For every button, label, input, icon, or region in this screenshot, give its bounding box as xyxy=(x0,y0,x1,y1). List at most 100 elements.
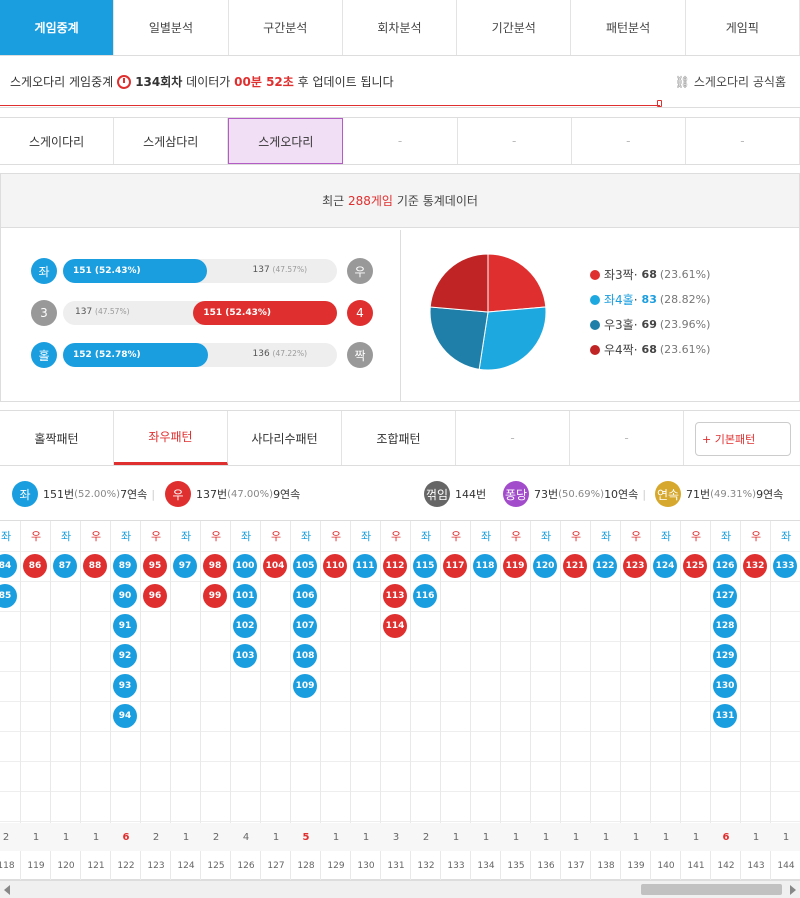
scroll-left-icon[interactable] xyxy=(4,885,10,895)
summary-pong: 퐁당 73번 (50.69%) 10연속 | xyxy=(503,481,650,507)
ratio-track: 152 (52.78%) 136 (47.22%) xyxy=(63,343,337,367)
column-round: 130 xyxy=(357,861,375,871)
nav-tab-2[interactable]: 구간분석 xyxy=(228,0,343,55)
column-round: 134 xyxy=(477,861,495,871)
streak-count: 1 xyxy=(771,823,800,851)
summary-pong-streak: 10연속 xyxy=(604,488,639,501)
scroll-right-icon[interactable] xyxy=(790,885,796,895)
progress-line xyxy=(0,105,660,106)
pattern-tab-2[interactable]: 사다리수패턴 xyxy=(228,411,342,465)
streak-count: 2 xyxy=(201,823,231,851)
nav-tab-0[interactable]: 게임중계 xyxy=(0,0,115,55)
legend-pct: (23.61%) xyxy=(659,343,711,356)
pattern-tab-1[interactable]: 좌우패턴 xyxy=(114,411,228,465)
notice-time: 00분 52초 xyxy=(234,75,294,89)
legend-value: 83 xyxy=(641,293,657,306)
round-ball: 109 xyxy=(293,674,317,698)
stats-heading: 최근 288게임 기준 통계데이터 xyxy=(1,174,799,228)
pattern-column: 우 125 1 141 xyxy=(681,521,711,881)
summary-left: 좌 151번 (52.00%) 7연속 | xyxy=(12,481,159,507)
nav-tab-1[interactable]: 일별분석 xyxy=(114,0,229,55)
round-ball: 124 xyxy=(653,554,677,578)
game-tab-3[interactable]: - xyxy=(343,118,458,164)
column-header: 우 xyxy=(450,530,462,543)
ratio-other-label: 137 (47.57%) xyxy=(253,265,308,275)
scroll-thumb[interactable] xyxy=(641,884,782,895)
legend-dot xyxy=(590,269,600,280)
game-tabs: 스게이다리 스게삼다리 스게오다리 - - - - xyxy=(0,117,800,165)
summary-kkeok: 꺾임 144번 xyxy=(424,481,486,507)
pattern-column: 좌 97 1 124 xyxy=(171,521,201,881)
nav-tab-4[interactable]: 기간분석 xyxy=(457,0,572,55)
notice-round: 134회차 xyxy=(135,75,183,89)
round-ball: 104 xyxy=(263,554,287,578)
streak-count: 1 xyxy=(651,823,681,851)
legend-item: 우4짝 · 68 (23.61%) xyxy=(590,337,710,362)
progress-marker-icon xyxy=(657,100,662,107)
round-ball: 120 xyxy=(533,554,557,578)
round-ball: 86 xyxy=(23,554,47,578)
nav-tab-5[interactable]: 패턴분석 xyxy=(571,0,686,55)
pattern-column: 좌 111 1 130 xyxy=(351,521,381,881)
game-tab-0[interactable]: 스게이다리 xyxy=(0,118,115,164)
column-header: 좌 xyxy=(780,530,792,543)
ratio-row: 3 151 (52.43%) 137 (47.57%) 4 xyxy=(31,300,373,326)
round-ball: 116 xyxy=(413,584,437,608)
round-ball: 128 xyxy=(713,614,737,638)
column-round: 124 xyxy=(177,861,195,871)
summary-pong-count: 73번 xyxy=(534,488,559,501)
clock-icon xyxy=(117,74,132,89)
official-home-link[interactable]: ⛓ 스게오다리 공식홈 xyxy=(675,73,786,90)
legend-sep: · xyxy=(633,292,638,307)
streak-count: 1 xyxy=(351,823,381,851)
streak-count: 1 xyxy=(471,823,501,851)
streak-count: 5 xyxy=(291,823,321,851)
stats-heading-post: 기준 통계데이터 xyxy=(396,194,478,208)
streak-count: 2 xyxy=(141,823,171,851)
ratio-left-icon: 좌 xyxy=(31,258,57,284)
summary-divider: | xyxy=(151,487,156,501)
column-header: 우 xyxy=(630,530,642,543)
pattern-tab-5[interactable]: - xyxy=(570,411,684,465)
nav-tab-3[interactable]: 회차분석 xyxy=(342,0,458,55)
game-tab-1[interactable]: 스게삼다리 xyxy=(114,118,229,164)
column-header: 우 xyxy=(750,530,762,543)
legend-label: 우3홀 xyxy=(604,318,634,332)
column-round: 121 xyxy=(87,861,105,871)
ladder-icon: ⛓ xyxy=(674,75,691,89)
nav-tab-6[interactable]: 게임픽 xyxy=(685,0,800,55)
ratio-right-icon: 우 xyxy=(347,258,373,284)
round-ball: 106 xyxy=(293,584,317,608)
column-round: 133 xyxy=(447,861,465,871)
streak-count: 1 xyxy=(531,823,561,851)
column-round: 122 xyxy=(117,861,135,871)
pattern-tab-0[interactable]: 홀짝패턴 xyxy=(0,411,114,465)
pattern-column: 좌 124 1 140 xyxy=(651,521,681,881)
legend-value: 68 xyxy=(641,343,657,356)
round-ball: 131 xyxy=(713,704,737,728)
game-tab-4[interactable]: - xyxy=(457,118,572,164)
pattern-tab-4[interactable]: - xyxy=(456,411,570,465)
column-round: 140 xyxy=(657,861,675,871)
game-tab-6[interactable]: - xyxy=(685,118,800,164)
pattern-column: 좌 133 1 144 xyxy=(771,521,800,881)
pie-slice-0 xyxy=(487,253,547,313)
game-tab-2[interactable]: 스게오다리 xyxy=(228,118,344,164)
grid-line xyxy=(0,641,800,642)
round-ball: 113 xyxy=(383,584,407,608)
grid-line xyxy=(0,731,800,732)
pattern-tab-3[interactable]: 조합패턴 xyxy=(342,411,456,465)
round-ball: 90 xyxy=(113,584,137,608)
streak-count: 2 xyxy=(411,823,441,851)
legend-sep: · xyxy=(633,317,638,332)
round-ball: 101 xyxy=(233,584,257,608)
pie-slice-1 xyxy=(478,306,547,371)
column-round: 123 xyxy=(147,861,165,871)
legend-label: 우4짝 xyxy=(604,343,634,357)
horizontal-scrollbar[interactable] xyxy=(0,880,800,898)
game-tab-5[interactable]: - xyxy=(571,118,686,164)
basic-pattern-button[interactable]: + 기본패턴 xyxy=(695,422,791,456)
column-header: 좌 xyxy=(180,530,192,543)
ratio-other-pct: (47.22%) xyxy=(272,349,307,358)
summary-left-pct: (52.00%) xyxy=(74,488,121,500)
